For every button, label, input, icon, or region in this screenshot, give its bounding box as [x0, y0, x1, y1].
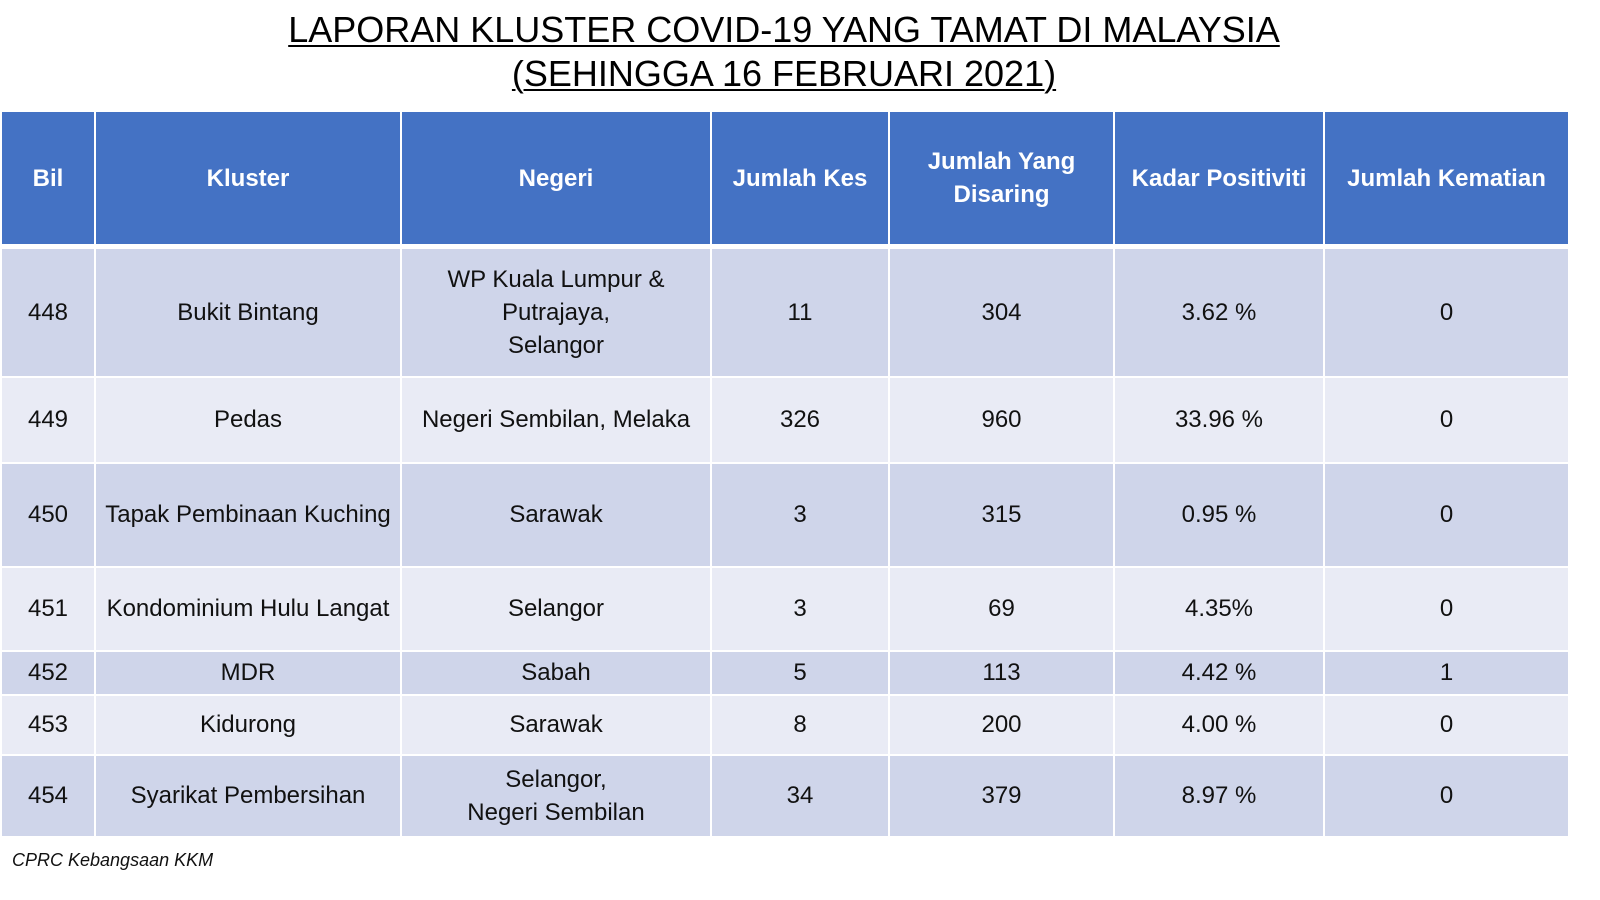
cell-jumlah-kes: 8 — [710, 693, 890, 756]
cell-jumlah-disaring: 960 — [888, 375, 1115, 464]
header-jumlah-disaring: Jumlah Yang Disaring — [888, 110, 1115, 249]
table-row: 452 MDR Sabah 5 113 4.42 % 1 — [0, 649, 1570, 696]
cell-kadar-positiviti: 8.97 % — [1113, 753, 1325, 838]
cell-kadar-positiviti: 33.96 % — [1113, 375, 1325, 464]
cell-jumlah-kes: 34 — [710, 753, 890, 838]
cell-bil: 454 — [0, 753, 96, 838]
header-negeri: Negeri — [400, 110, 712, 249]
cell-kluster: Kidurong — [94, 693, 402, 756]
cell-jumlah-disaring: 304 — [888, 245, 1115, 378]
header-kluster: Kluster — [94, 110, 402, 249]
cell-jumlah-kematian: 0 — [1323, 753, 1570, 838]
cell-negeri: Selangor, Negeri Sembilan — [400, 753, 712, 838]
cell-kluster: Syarikat Pembersihan — [94, 753, 402, 838]
cell-kadar-positiviti: 0.95 % — [1113, 461, 1325, 568]
cell-jumlah-disaring: 200 — [888, 693, 1115, 756]
cell-negeri: Negeri Sembilan, Melaka — [400, 375, 712, 464]
cell-bil: 453 — [0, 693, 96, 756]
source-note: CPRC Kebangsaan KKM — [12, 850, 214, 870]
table-row: 449 Pedas Negeri Sembilan, Melaka 326 96… — [0, 375, 1570, 464]
title-line-2: (SEHINGGA 16 FEBRUARI 2021) — [511, 53, 1057, 94]
header-jumlah-kematian: Jumlah Kematian — [1323, 110, 1570, 249]
header-kadar-positiviti: Kadar Positiviti — [1113, 110, 1325, 249]
cell-kluster: Tapak Pembinaan Kuching — [94, 461, 402, 568]
cell-kadar-positiviti: 4.42 % — [1113, 649, 1325, 696]
cell-bil: 450 — [0, 461, 96, 568]
cluster-table: Bil Kluster Negeri Jumlah Kes Jumlah Yan… — [0, 110, 1570, 838]
cell-jumlah-kes: 326 — [710, 375, 890, 464]
cell-jumlah-kes: 3 — [710, 461, 890, 568]
header-bil: Bil — [0, 110, 96, 249]
table-header-row: Bil Kluster Negeri Jumlah Kes Jumlah Yan… — [0, 110, 1570, 249]
cell-bil: 449 — [0, 375, 96, 464]
cell-jumlah-kes: 5 — [710, 649, 890, 696]
cell-jumlah-kematian: 1 — [1323, 649, 1570, 696]
cell-jumlah-kematian: 0 — [1323, 565, 1570, 652]
cell-kadar-positiviti: 4.35% — [1113, 565, 1325, 652]
cell-jumlah-kematian: 0 — [1323, 461, 1570, 568]
header-jumlah-kes: Jumlah Kes — [710, 110, 890, 249]
cell-jumlah-disaring: 315 — [888, 461, 1115, 568]
cell-jumlah-disaring: 379 — [888, 753, 1115, 838]
cell-bil: 452 — [0, 649, 96, 696]
cell-negeri: Sabah — [400, 649, 712, 696]
cell-kadar-positiviti: 3.62 % — [1113, 245, 1325, 378]
cell-kadar-positiviti: 4.00 % — [1113, 693, 1325, 756]
cell-jumlah-disaring: 69 — [888, 565, 1115, 652]
cell-jumlah-kematian: 0 — [1323, 245, 1570, 378]
cell-negeri: Sarawak — [400, 461, 712, 568]
page-title: LAPORAN KLUSTER COVID-19 YANG TAMAT DI M… — [0, 8, 1568, 96]
title-line-1: LAPORAN KLUSTER COVID-19 YANG TAMAT DI M… — [288, 9, 1280, 50]
table-row: 448 Bukit Bintang WP Kuala Lumpur & Putr… — [0, 245, 1570, 378]
cell-bil: 451 — [0, 565, 96, 652]
cell-kluster: MDR — [94, 649, 402, 696]
cell-kluster: Pedas — [94, 375, 402, 464]
cell-jumlah-kes: 11 — [710, 245, 890, 378]
table-row: 450 Tapak Pembinaan Kuching Sarawak 3 31… — [0, 461, 1570, 568]
table-row: 454 Syarikat Pembersihan Selangor, Neger… — [0, 753, 1570, 838]
cell-negeri: Sarawak — [400, 693, 712, 756]
cell-jumlah-kematian: 0 — [1323, 693, 1570, 756]
table-row: 453 Kidurong Sarawak 8 200 4.00 % 0 — [0, 693, 1570, 756]
cell-negeri: Selangor — [400, 565, 712, 652]
cell-bil: 448 — [0, 245, 96, 378]
cell-kluster: Kondominium Hulu Langat — [94, 565, 402, 652]
cell-negeri: WP Kuala Lumpur & Putrajaya, Selangor — [400, 245, 712, 378]
cell-jumlah-kes: 3 — [710, 565, 890, 652]
cell-kluster: Bukit Bintang — [94, 245, 402, 378]
cell-jumlah-disaring: 113 — [888, 649, 1115, 696]
cell-jumlah-kematian: 0 — [1323, 375, 1570, 464]
table-row: 451 Kondominium Hulu Langat Selangor 3 6… — [0, 565, 1570, 652]
